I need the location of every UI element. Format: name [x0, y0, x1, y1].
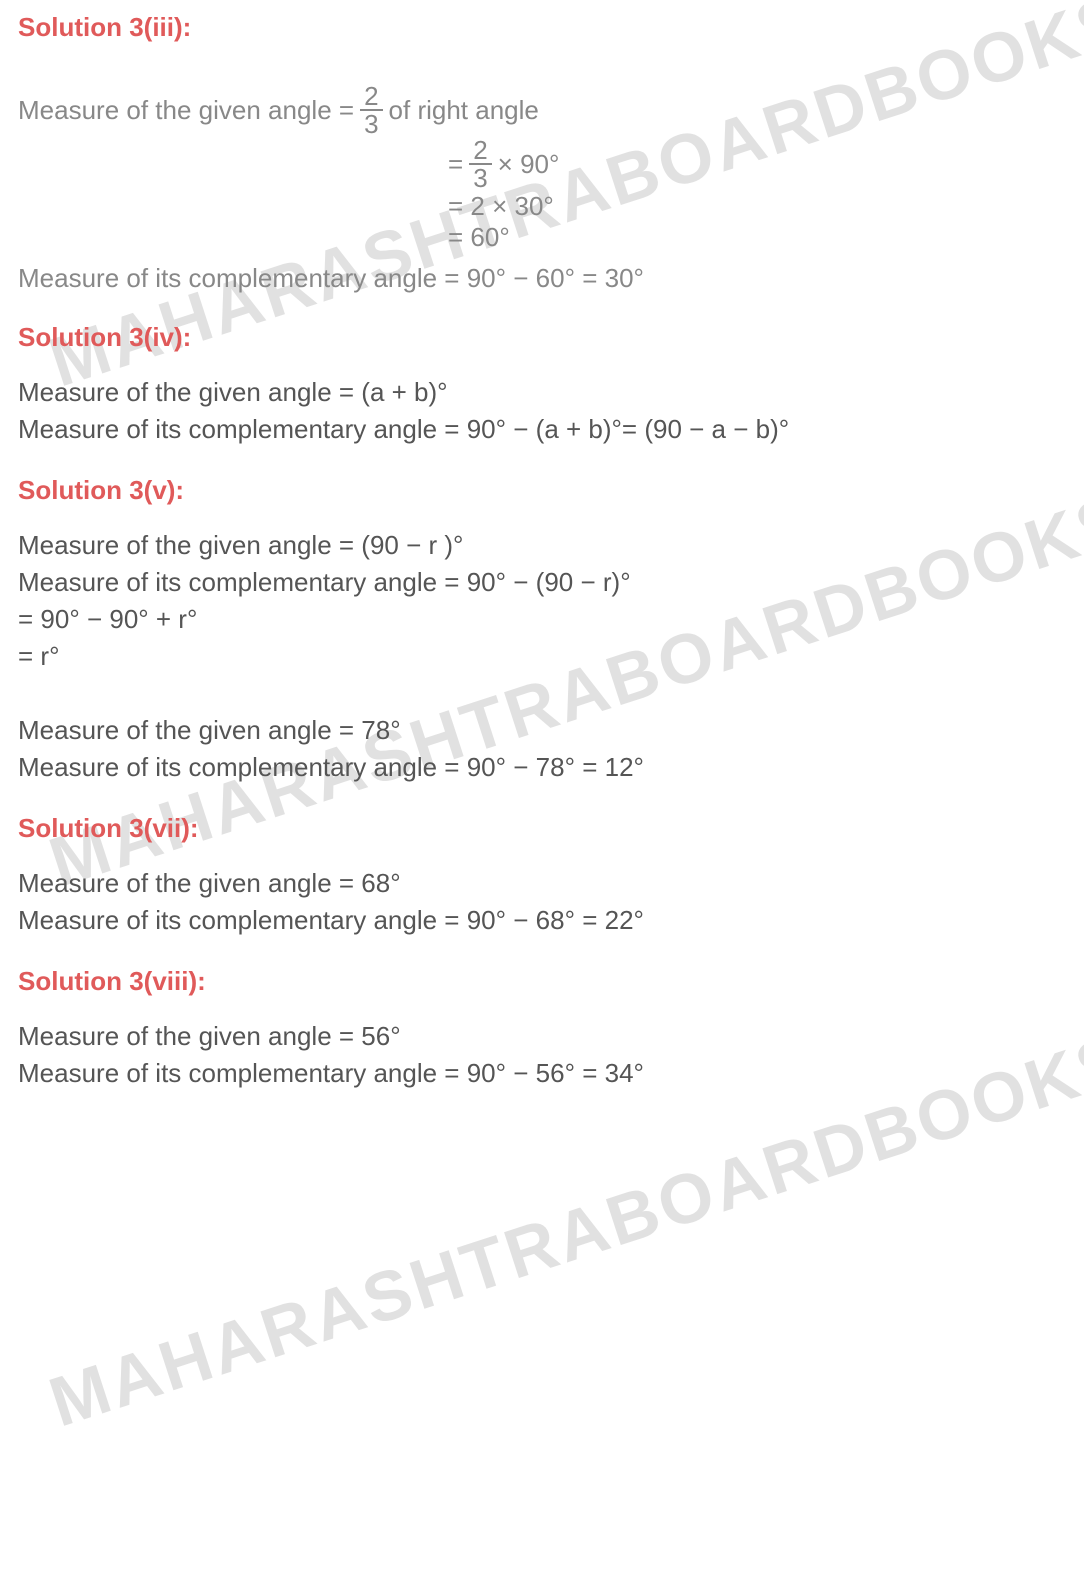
solution-line: Measure of the given angle = 78° — [18, 713, 1066, 748]
solution-heading: Solution 3(iv): — [18, 322, 1066, 353]
math-derivation: Measure of the given angle = 23 of right… — [18, 83, 1066, 294]
equation-line: = 2 × 30° — [18, 191, 1066, 222]
equation-text: Measure of the given angle = — [18, 95, 354, 126]
fraction-denominator: 3 — [469, 165, 491, 191]
equation-line: Measure of the given angle = 23 of right… — [18, 83, 1066, 137]
fraction: 23 — [469, 137, 491, 191]
solution-heading: Solution 3(v): — [18, 475, 1066, 506]
fraction-numerator: 2 — [360, 83, 382, 111]
equation-line: = 23 × 90° — [18, 137, 1066, 191]
solution-line: Measure of the given angle = 56° — [18, 1019, 1066, 1054]
fraction-numerator: 2 — [469, 137, 491, 165]
solution-line: Measure of its complementary angle = 90°… — [18, 412, 1066, 447]
solution-line: Measure of its complementary angle = 90°… — [18, 903, 1066, 938]
solution-line: Measure of the given angle = (90 − r )° — [18, 528, 1066, 563]
solution-line: = 90° − 90° + r° — [18, 602, 1066, 637]
solution-line: Measure of its complementary angle = 90°… — [18, 750, 1066, 785]
equation-line: Measure of its complementary angle = 90°… — [18, 263, 1066, 294]
equation-line: = 60° — [18, 222, 1066, 253]
solution-line: = r° — [18, 639, 1066, 674]
fraction-denominator: 3 — [360, 111, 382, 137]
solution-heading: Solution 3(vii): — [18, 813, 1066, 844]
equation-text: of right angle — [389, 95, 539, 126]
solution-line: Measure of the given angle = (a + b)° — [18, 375, 1066, 410]
equation-text: = — [448, 149, 463, 180]
solution-line: Measure of its complementary angle = 90°… — [18, 565, 1066, 600]
solution-heading: Solution 3(iii): — [18, 12, 1066, 43]
equation-text: × 90° — [498, 149, 560, 180]
equation-text: = 60° — [448, 222, 510, 253]
document-body: Solution 3(iii): Measure of the given ang… — [18, 12, 1066, 1091]
solution-line: Measure of its complementary angle = 90°… — [18, 1056, 1066, 1091]
solution-line: Measure of the given angle = 68° — [18, 866, 1066, 901]
fraction: 23 — [360, 83, 382, 137]
solution-heading: Solution 3(viii): — [18, 966, 1066, 997]
equation-text: = 2 × 30° — [448, 191, 554, 222]
